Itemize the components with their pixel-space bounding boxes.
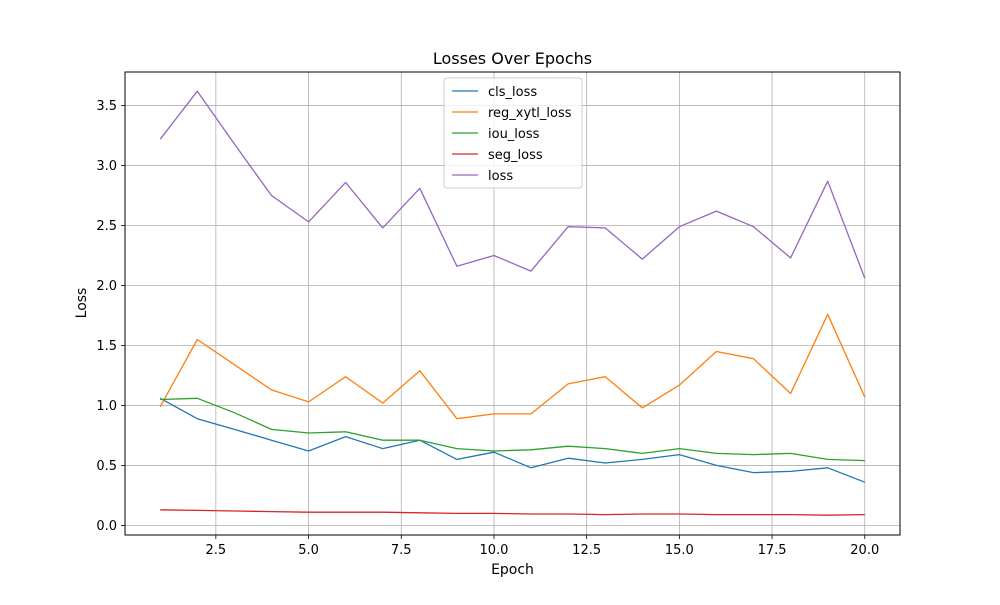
x-tick-label: 12.5 (572, 543, 601, 558)
y-tick-label: 1.0 (96, 399, 117, 414)
x-tick-label: 5.0 (298, 543, 319, 558)
legend: cls_loss reg_xytl_loss iou_loss seg_losslos… (443, 77, 583, 189)
legend-label-loss: loss (488, 169, 513, 184)
series-line-cls-loss (159, 397, 866, 483)
legend-label-seg-loss: seg_loss (488, 148, 543, 163)
y-tick-label: 3.5 (96, 99, 117, 114)
x-tick-label: 10.0 (479, 543, 508, 558)
y-tick-label: 0.5 (96, 459, 117, 474)
series-line-iou-loss (160, 397, 865, 462)
y-tick-label: 1.5 (96, 339, 117, 354)
axis-ticks: 2.5 5.0 7.5 10.0 12.5 15.0 17.5 20.0 0.0 0.5 1.0 1.… (96, 99, 879, 558)
series-line-reg-xytl-loss (159, 313, 866, 420)
y-axis-label: Loss (74, 288, 90, 319)
legend-label-cls-loss: cls_loss (488, 85, 537, 100)
x-tick-label: 7.5 (391, 543, 412, 558)
x-tick-label: 17.5 (758, 543, 787, 558)
y-tick-label: 2.5 (96, 219, 117, 234)
x-axis-label: Epoch (491, 562, 534, 578)
x-tick-label: 2.5 (206, 543, 227, 558)
legend-box (443, 77, 583, 189)
plot-frame (124, 71, 901, 536)
y-tick-label: 0.0 (96, 519, 117, 534)
chart-title: Losses Over Epochs (433, 49, 592, 68)
x-tick-label: 15.0 (665, 543, 694, 558)
legend-label-reg-xytl-loss: reg_xytl_loss (488, 106, 572, 121)
legend-label-iou-loss: iou_loss (488, 127, 540, 142)
y-tick-label: 2.0 (96, 279, 117, 294)
series-line-seg-loss (160, 509, 865, 516)
series-lines (159, 90, 866, 516)
series-line-loss (159, 90, 866, 279)
y-tick-label: 3.0 (96, 159, 117, 174)
x-tick-label: 20.0 (850, 543, 879, 558)
